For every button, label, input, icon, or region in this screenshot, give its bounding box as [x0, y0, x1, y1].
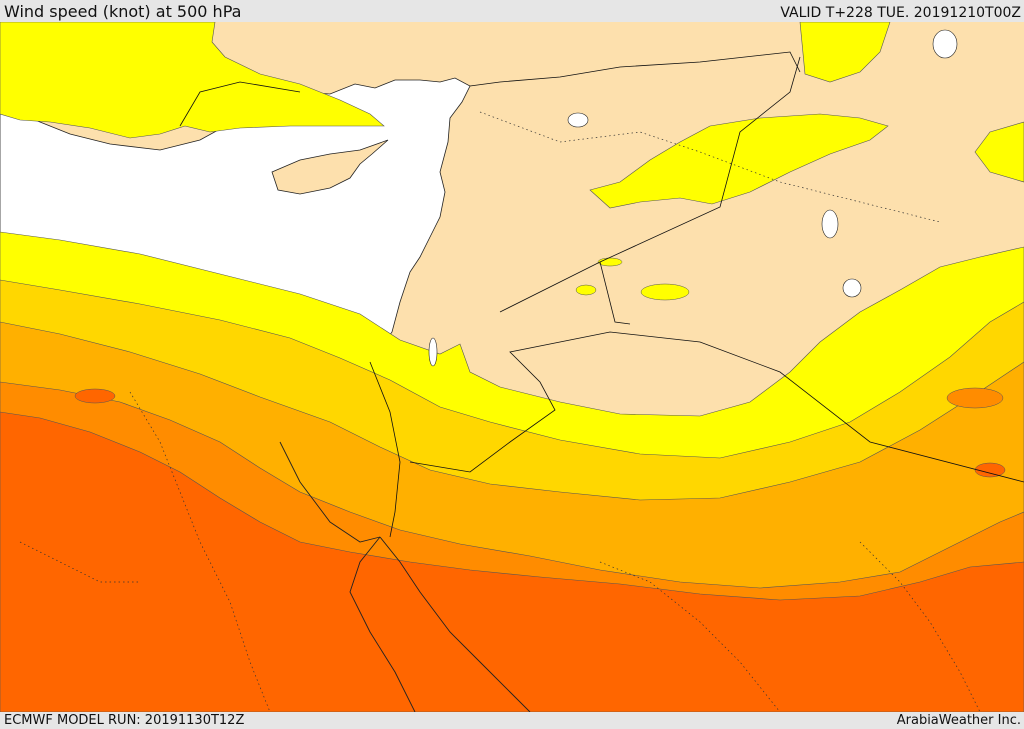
dead-sea	[428, 337, 438, 367]
wind-blob-small	[575, 284, 597, 296]
model-run: ECMWF MODEL RUN: 20191130T12Z	[4, 713, 245, 728]
red-sea-coast	[349, 536, 531, 712]
map-header: Wind speed (knot) at 500 hPa VALID T+228…	[0, 0, 1024, 22]
map-canvas	[0, 22, 1024, 712]
province-borders	[19, 111, 981, 712]
map-title: Wind speed (knot) at 500 hPa	[4, 2, 242, 21]
cyprus	[271, 139, 389, 195]
country-borders	[179, 51, 1024, 538]
wind-band-yellow-north	[0, 22, 385, 139]
wind-band-yellow-northeast	[799, 22, 891, 83]
wind-blob-small-2	[597, 257, 623, 267]
valid-time: VALID T+228 TUE. 20191210T00Z	[780, 5, 1021, 21]
wind-blob-east	[946, 387, 1004, 409]
wind-blob-jordan	[640, 283, 690, 301]
lake-assad	[567, 112, 589, 128]
wind-band-yellow-gulf	[974, 121, 1024, 183]
wind-speed-map	[0, 22, 1024, 712]
map-footer: ECMWF MODEL RUN: 20191130T12Z ArabiaWeat…	[0, 712, 1024, 729]
wind-blob-west	[74, 388, 116, 404]
lake-razzaza	[842, 278, 862, 298]
wind-blob-gulf	[974, 462, 1006, 478]
credit: ArabiaWeather Inc.	[896, 713, 1021, 728]
wind-band-yellow-east	[589, 113, 889, 209]
wind-band-red-orange	[0, 411, 1024, 712]
suez-gulf	[279, 441, 381, 543]
lake-urmia	[932, 29, 958, 59]
lake-tharthar	[821, 209, 839, 239]
